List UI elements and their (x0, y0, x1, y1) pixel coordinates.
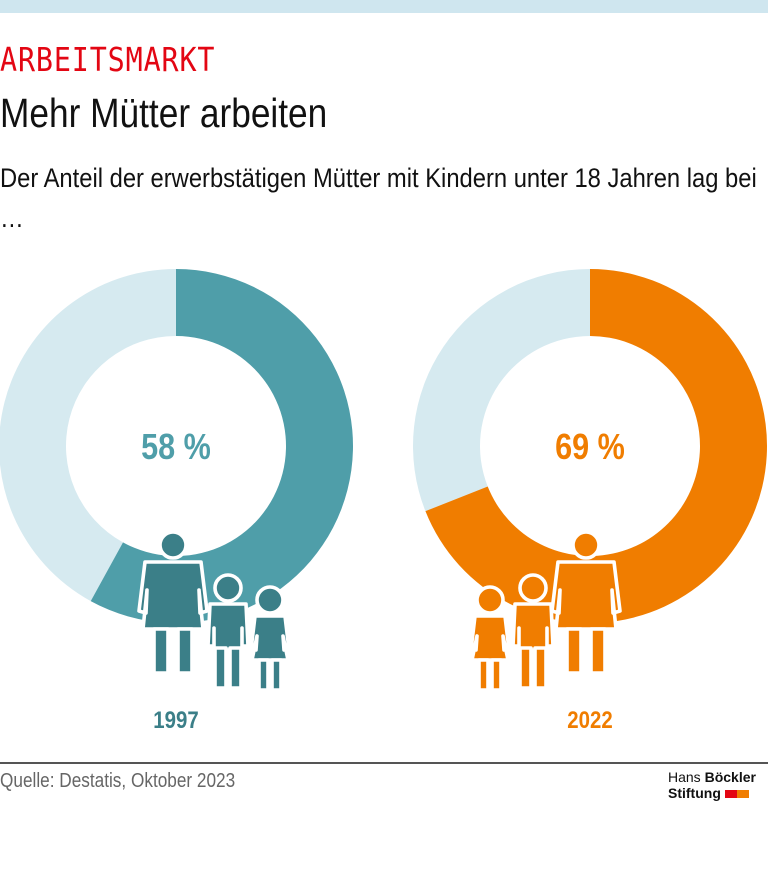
percentage-label: 69 % (555, 428, 625, 468)
page-title: Mehr Mütter arbeiten (0, 90, 328, 136)
body (469, 614, 511, 662)
percentage-label: 58 % (141, 428, 211, 468)
divider (0, 762, 768, 764)
donut-remainder-slice (413, 269, 590, 512)
logo-red-square (724, 790, 737, 799)
body (249, 614, 291, 662)
leg (228, 646, 243, 690)
year-label: 1997 (153, 706, 198, 733)
subtitle: Der Anteil der erwerbstätigen Mütter mit… (0, 163, 757, 233)
hans-boeckler-logo: Hans Böckler Stiftung (668, 769, 756, 801)
woman-figure-icon (550, 530, 622, 675)
girl-figure-icon (249, 585, 291, 692)
donut-remainder-slice (0, 269, 176, 602)
donut-charts: 58 % 1997 69 % 2022 (0, 269, 767, 733)
donut-1997: 58 % 1997 (0, 269, 353, 733)
body (206, 602, 250, 652)
head (571, 530, 601, 560)
kicker: ARBEITSMARKT (0, 40, 216, 79)
leg (152, 627, 170, 675)
logo-text: Böckler (704, 769, 756, 785)
body (550, 560, 622, 631)
boy-figure-icon (511, 573, 555, 690)
body (511, 602, 555, 652)
top-accent-bar (0, 0, 768, 13)
head (475, 585, 505, 615)
leg (477, 658, 490, 692)
leg (533, 646, 548, 690)
logo-text: Hans (668, 769, 705, 785)
leg (589, 627, 607, 675)
leg (270, 658, 283, 692)
leg (176, 627, 194, 675)
source-note: Quelle: Destatis, Oktober 2023 (0, 770, 236, 792)
leg (565, 627, 583, 675)
boy-figure-icon (206, 573, 250, 690)
donut-2022: 69 % 2022 (413, 269, 767, 733)
leg (257, 658, 270, 692)
body (137, 560, 209, 631)
leg (213, 646, 228, 690)
head (213, 573, 243, 603)
woman-figure-icon (137, 530, 209, 675)
girl-figure-icon (469, 585, 511, 692)
leg (518, 646, 533, 690)
logo-text: Stiftung (668, 785, 721, 801)
year-label: 2022 (567, 706, 612, 733)
leg (490, 658, 503, 692)
donut-value-slice (90, 269, 353, 623)
head (255, 585, 285, 615)
donut-value-slice (425, 269, 767, 623)
head (518, 573, 548, 603)
logo-orange-square (736, 790, 749, 799)
head (158, 530, 188, 560)
